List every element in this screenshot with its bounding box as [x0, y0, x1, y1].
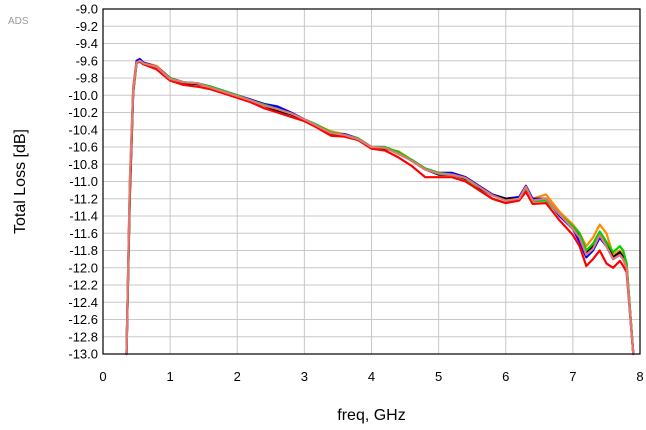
y-tick-label: -12.6	[68, 312, 98, 327]
x-tick-label: 1	[167, 369, 174, 384]
y-tick-label: -11.8	[69, 243, 98, 258]
plot-frame	[102, 8, 641, 355]
y-tick-label: -9.4	[76, 36, 98, 51]
series-line-0	[125, 59, 635, 356]
y-tick-label: -10.4	[68, 122, 98, 137]
x-tick-label: 4	[368, 369, 375, 384]
y-tick-label: -10.6	[68, 140, 98, 155]
y-tick-label: -11.6	[69, 226, 98, 241]
x-axis-title: freq, GHz	[337, 407, 405, 424]
y-tick-label: -9.8	[76, 71, 98, 86]
y-tick-label: -9.2	[76, 19, 98, 34]
x-tick-label: 0	[99, 369, 106, 384]
series-line-1	[125, 57, 635, 356]
ads-watermark: ADS	[8, 16, 29, 27]
series-line-4	[125, 60, 635, 356]
y-tick-label: -10.0	[68, 88, 98, 103]
x-tick-label: 6	[502, 369, 509, 384]
y-tick-label: -9.6	[76, 53, 98, 68]
x-tick-label: 2	[234, 369, 241, 384]
grid	[102, 8, 641, 355]
x-tick-label: 5	[435, 369, 442, 384]
x-tick-label: 8	[636, 369, 643, 384]
y-tick-label: -10.2	[68, 105, 98, 120]
y-tick-labels: -9.0 -9.2 -9.4 -9.6 -9.8 -10.0 -10.2 -10.4 -10.6…	[68, 2, 98, 362]
series-line-5	[125, 59, 635, 356]
y-tick-label: -12.8	[68, 329, 98, 344]
y-tick-label: -12.2	[68, 278, 98, 293]
y-axis-title: Total Loss [dB]	[12, 129, 29, 234]
y-tick-label: -11.0	[69, 174, 98, 189]
y-tick-label: -12.0	[68, 260, 98, 275]
x-tick-labels: 0 1 2 3 4 5 6 7 8	[99, 369, 643, 384]
y-tick-label: -11.2	[69, 191, 98, 206]
y-tick-label: -11.4	[69, 209, 98, 224]
y-tick-label: -12.4	[68, 295, 98, 310]
series-group	[125, 57, 635, 356]
y-tick-label: -13.0	[68, 347, 98, 362]
x-tick-label: 3	[301, 369, 308, 384]
y-tick-label: -9.0	[76, 2, 98, 17]
y-tick-label: -10.8	[68, 157, 98, 172]
x-tick-label: 7	[569, 369, 576, 384]
